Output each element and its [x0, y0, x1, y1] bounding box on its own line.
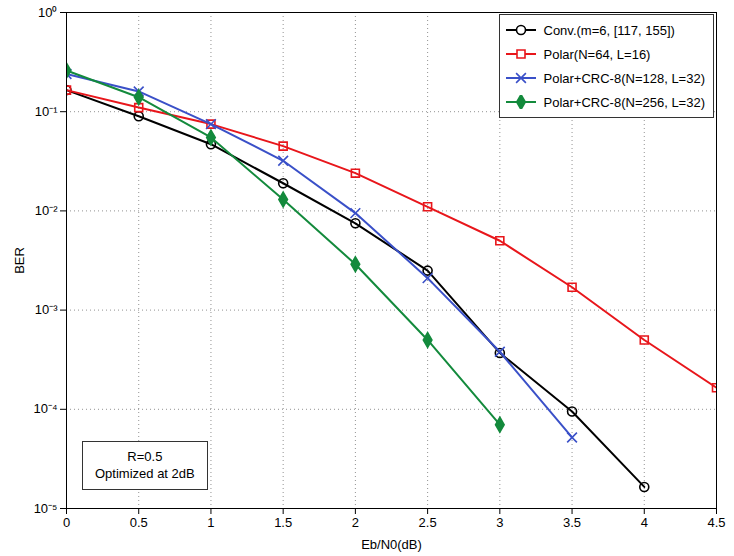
svg-text:10⁻¹: 10⁻¹ — [35, 104, 58, 119]
svg-text:2: 2 — [352, 515, 359, 530]
svg-text:10⁻²: 10⁻² — [35, 203, 58, 218]
svg-text:1: 1 — [207, 515, 214, 530]
html-text:Polar+CRC-8(N=256, L=32): Polar+CRC-8(N=256, L=32) — [543, 94, 705, 110]
svg-text:10⁻⁵: 10⁻⁵ — [34, 501, 58, 516]
svg-text:BER: BER — [12, 247, 27, 274]
svg-text:0.5: 0.5 — [130, 515, 148, 530]
svg-text:3.5: 3.5 — [563, 515, 581, 530]
svg-text:1.5: 1.5 — [274, 515, 292, 530]
svg-text:4: 4 — [641, 515, 648, 530]
svg-text:10⁰: 10⁰ — [38, 5, 57, 20]
html-text:R=0.5: R=0.5 — [127, 448, 163, 464]
svg-text:4.5: 4.5 — [707, 515, 725, 530]
html-text:Polar(N=64, L=16): Polar(N=64, L=16) — [543, 46, 651, 62]
html-text:Optimized at 2dB: Optimized at 2dB — [95, 466, 195, 482]
svg-text:10⁻³: 10⁻³ — [35, 302, 58, 317]
svg-text:3: 3 — [496, 515, 503, 530]
svg-text:2.5: 2.5 — [419, 515, 437, 530]
svg-text:10⁻⁴: 10⁻⁴ — [33, 401, 57, 416]
svg-text:0: 0 — [63, 515, 70, 530]
svg-text:Eb/N0(dB): Eb/N0(dB) — [361, 537, 422, 552]
html-text:Conv.(m=6, [117, 155]): Conv.(m=6, [117, 155]) — [543, 22, 675, 38]
html-text:Polar+CRC-8(N=128, L=32): Polar+CRC-8(N=128, L=32) — [543, 70, 705, 86]
